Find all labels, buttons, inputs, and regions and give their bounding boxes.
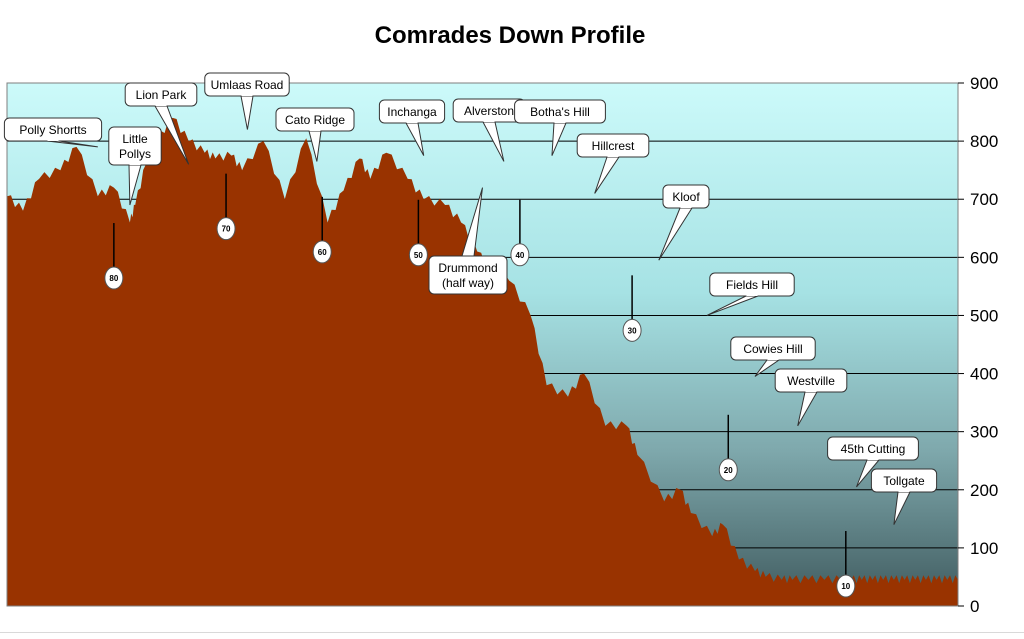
y-tick-label: 400 xyxy=(970,365,998,384)
bottom-divider xyxy=(0,632,1024,633)
landmark-callout: Fields Hill xyxy=(706,272,795,316)
svg-text:40: 40 xyxy=(515,251,524,260)
landmark-callout: Drummond(half way) xyxy=(428,187,508,295)
landmark-callout: Umlaas Road xyxy=(204,72,290,130)
landmark-callout: Westville xyxy=(774,368,848,427)
landmark-callout: 45th Cutting xyxy=(827,436,919,488)
svg-text:(half way): (half way) xyxy=(442,276,494,290)
svg-text:60: 60 xyxy=(318,248,327,257)
y-tick-label: 900 xyxy=(970,74,998,93)
landmark-callout: Cowies Hill xyxy=(730,336,816,377)
svg-text:20: 20 xyxy=(724,466,733,475)
distance-marker: 30 xyxy=(622,275,642,342)
svg-text:10: 10 xyxy=(841,582,850,591)
y-tick-label: 300 xyxy=(970,423,998,442)
svg-text:Lion Park: Lion Park xyxy=(136,88,188,102)
distance-marker: 40 xyxy=(510,199,530,267)
y-tick-label: 200 xyxy=(970,481,998,500)
plot-border xyxy=(6,82,959,607)
svg-text:Kloof: Kloof xyxy=(672,190,700,204)
svg-text:Cato Ridge: Cato Ridge xyxy=(285,113,345,127)
distance-marker: 60 xyxy=(312,196,332,264)
y-tick-label: 500 xyxy=(970,306,998,325)
svg-text:Drummond: Drummond xyxy=(438,261,497,275)
svg-text:Pollys: Pollys xyxy=(119,147,151,161)
landmark-callout: Cato Ridge xyxy=(275,107,355,162)
svg-text:Botha's Hill: Botha's Hill xyxy=(530,105,590,119)
svg-text:Fields Hill: Fields Hill xyxy=(726,278,778,292)
svg-text:Inchanga: Inchanga xyxy=(387,105,437,119)
distance-marker: 20 xyxy=(718,414,738,482)
y-tick-label: 600 xyxy=(970,248,998,267)
svg-text:70: 70 xyxy=(222,225,231,234)
landmark-callout: Tollgate xyxy=(870,468,938,525)
svg-text:Cowies Hill: Cowies Hill xyxy=(743,342,802,356)
svg-text:Westville: Westville xyxy=(787,374,835,388)
svg-text:Umlaas Road: Umlaas Road xyxy=(211,78,284,92)
chart-title: Comrades Down Profile xyxy=(374,22,646,49)
svg-text:45th Cutting: 45th Cutting xyxy=(841,442,906,456)
distance-marker: 50 xyxy=(408,199,428,267)
landmark-callout: Alverston xyxy=(452,98,526,162)
y-tick-label: 0 xyxy=(970,597,979,616)
svg-text:Tollgate: Tollgate xyxy=(883,474,925,488)
distance-marker: 10 xyxy=(836,531,856,598)
landmark-callout: Botha's Hill xyxy=(514,99,606,156)
elevation-area xyxy=(7,117,958,607)
y-tick-label: 100 xyxy=(970,539,998,558)
landmark-callout: Hillcrest xyxy=(576,133,650,194)
svg-text:Alverston: Alverston xyxy=(464,104,514,118)
svg-text:Polly Shortts: Polly Shortts xyxy=(19,123,86,137)
landmark-callout: Kloof xyxy=(658,184,710,261)
svg-text:Little: Little xyxy=(122,132,148,146)
svg-text:Hillcrest: Hillcrest xyxy=(592,139,635,153)
distance-marker: 80 xyxy=(104,223,124,290)
svg-text:50: 50 xyxy=(414,251,423,260)
landmark-callout: Inchanga xyxy=(378,99,446,156)
landmark-callout: Lion Park xyxy=(124,82,198,165)
y-tick-label: 800 xyxy=(970,132,998,151)
svg-text:80: 80 xyxy=(109,274,118,283)
distance-marker: 70 xyxy=(216,173,236,241)
y-tick-label: 700 xyxy=(970,190,998,209)
svg-text:30: 30 xyxy=(628,326,637,335)
landmark-callout: Polly Shortts xyxy=(3,117,103,148)
